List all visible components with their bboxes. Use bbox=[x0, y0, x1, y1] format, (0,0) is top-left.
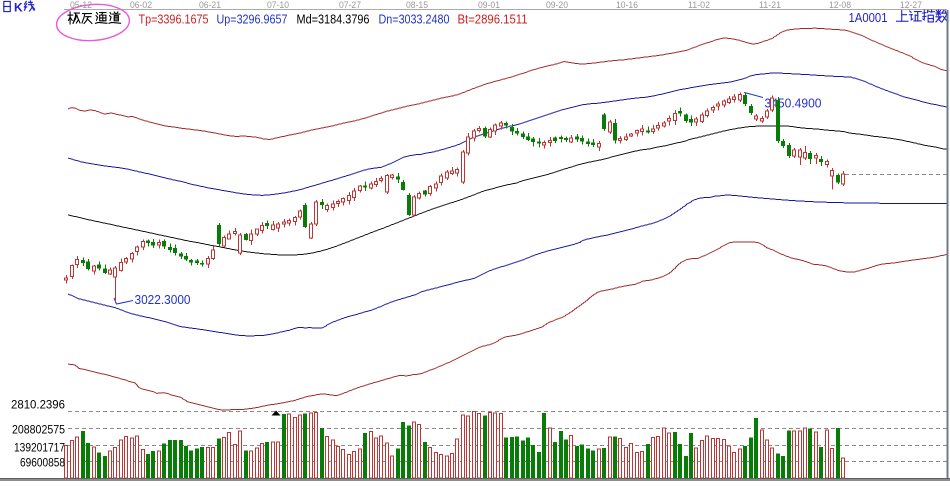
svg-text:07-27: 07-27 bbox=[339, 0, 361, 10]
svg-text:139201717: 139201717 bbox=[14, 441, 65, 455]
svg-text:12-27: 12-27 bbox=[900, 0, 922, 10]
svg-text:09-20: 09-20 bbox=[546, 0, 568, 10]
svg-text:08-15: 08-15 bbox=[406, 0, 428, 10]
svg-text:05-12: 05-12 bbox=[70, 0, 92, 10]
svg-text:11-21: 11-21 bbox=[759, 0, 781, 10]
svg-text:06-02: 06-02 bbox=[130, 0, 152, 10]
svg-text:Up=3296.9657: Up=3296.9657 bbox=[217, 13, 288, 27]
svg-text:Bt=2896.1511: Bt=2896.1511 bbox=[458, 13, 528, 27]
svg-text:Tp=3396.1675: Tp=3396.1675 bbox=[139, 13, 209, 27]
svg-text:Md=3184.3796: Md=3184.3796 bbox=[297, 13, 370, 27]
svg-text:208802575: 208802575 bbox=[12, 423, 65, 437]
svg-text:11-02: 11-02 bbox=[688, 0, 710, 10]
svg-text:09-01: 09-01 bbox=[478, 0, 500, 10]
svg-text:K: K bbox=[14, 1, 23, 15]
svg-text:10-16: 10-16 bbox=[616, 0, 638, 10]
svg-text:1A0001: 1A0001 bbox=[849, 10, 888, 25]
svg-text:69600858: 69600858 bbox=[20, 456, 65, 470]
svg-text:06-21: 06-21 bbox=[199, 0, 221, 10]
svg-text:07-10: 07-10 bbox=[267, 0, 289, 10]
svg-text:12-08: 12-08 bbox=[829, 0, 851, 10]
svg-text:3022.3000: 3022.3000 bbox=[135, 293, 191, 307]
svg-text:2810.2396: 2810.2396 bbox=[11, 398, 65, 412]
svg-text:Dn=3033.2480: Dn=3033.2480 bbox=[379, 13, 450, 27]
